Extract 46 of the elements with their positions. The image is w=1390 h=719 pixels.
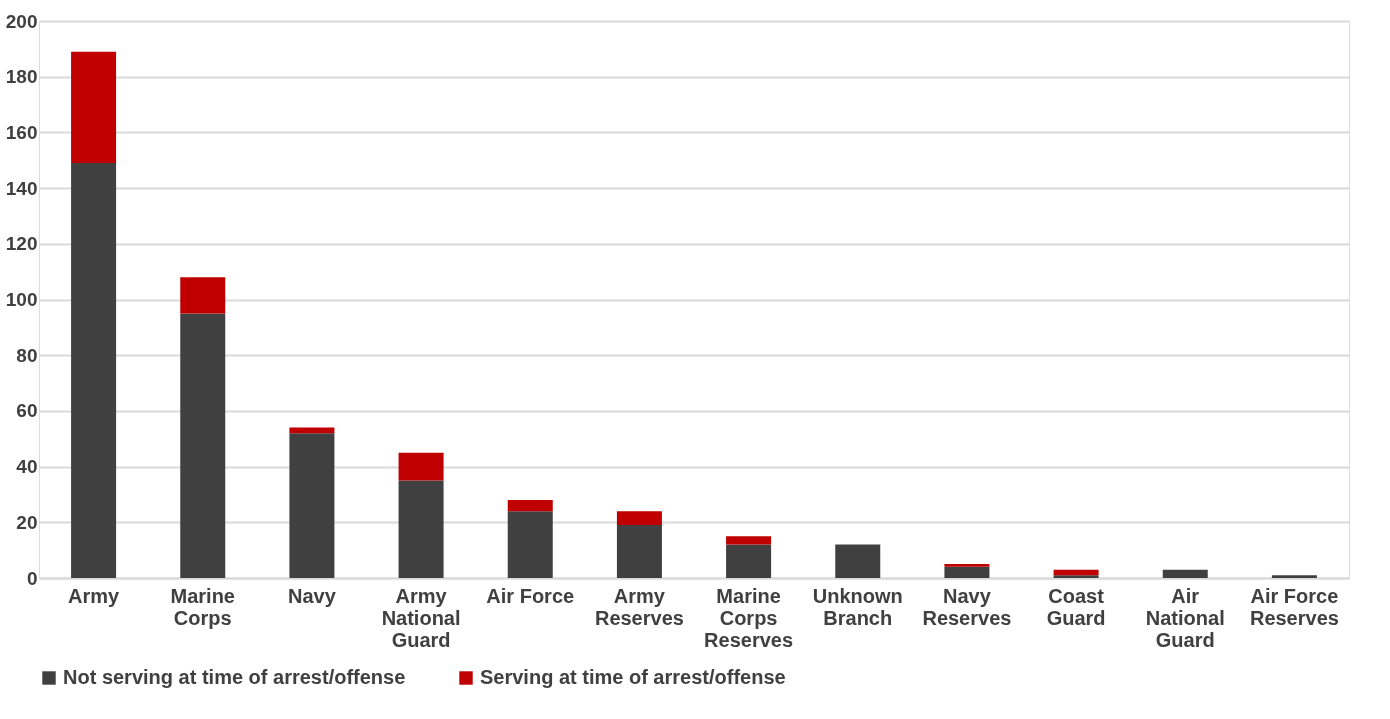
x-tick-label: Navy <box>288 584 337 607</box>
y-tick-label: 100 <box>5 289 38 310</box>
bar <box>71 51 117 164</box>
bar <box>944 564 990 567</box>
y-tick-label: 60 <box>16 400 38 422</box>
x-tick-label: Air National Guard <box>1145 584 1225 651</box>
y-tick-label: 160 <box>5 121 38 143</box>
y-tick-label: 140 <box>5 177 38 199</box>
x-tick-label: Marine Corps Reserves <box>704 584 794 651</box>
x-tick-label: Marine Corps <box>170 584 235 629</box>
legend-label: Not serving at time of arrest/offense <box>63 666 406 688</box>
x-tick-label: Air Force <box>486 584 575 607</box>
bar <box>835 544 881 578</box>
bar <box>71 163 117 578</box>
bar <box>1162 569 1208 578</box>
y-tick-label: 20 <box>16 511 38 533</box>
bar <box>507 511 553 578</box>
bar <box>398 480 444 578</box>
bar <box>289 427 335 434</box>
bar <box>507 500 553 512</box>
bar <box>616 525 662 578</box>
bar <box>180 313 226 578</box>
x-tick-label: Unknown Branch <box>812 584 903 629</box>
y-tick-label: 120 <box>5 233 38 255</box>
y-tick-label: 0 <box>26 567 38 589</box>
x-tick-label: Army National Guard <box>381 584 461 651</box>
legend-label: Serving at time of arrest/offense <box>480 666 786 688</box>
bar <box>944 566 990 578</box>
y-tick-label: 80 <box>16 344 38 366</box>
x-tick-label: Coast Guard <box>1046 584 1106 629</box>
y-tick-label: 40 <box>16 456 38 478</box>
bar <box>180 277 226 314</box>
bar <box>726 536 772 545</box>
y-tick-label: 180 <box>5 66 38 88</box>
x-tick-label: Army Reserves <box>594 584 684 629</box>
x-tick-label: Navy Reserves <box>922 584 1012 629</box>
bar <box>726 544 772 578</box>
bar <box>1053 575 1099 578</box>
bar <box>616 511 662 526</box>
bar <box>289 433 335 578</box>
bar <box>1053 569 1099 576</box>
x-tick-label: Air Force Reserves <box>1249 584 1339 629</box>
bar <box>1271 575 1317 578</box>
x-tick-label: Army <box>68 584 121 607</box>
bar <box>398 452 444 481</box>
y-tick-label: 200 <box>5 10 38 32</box>
